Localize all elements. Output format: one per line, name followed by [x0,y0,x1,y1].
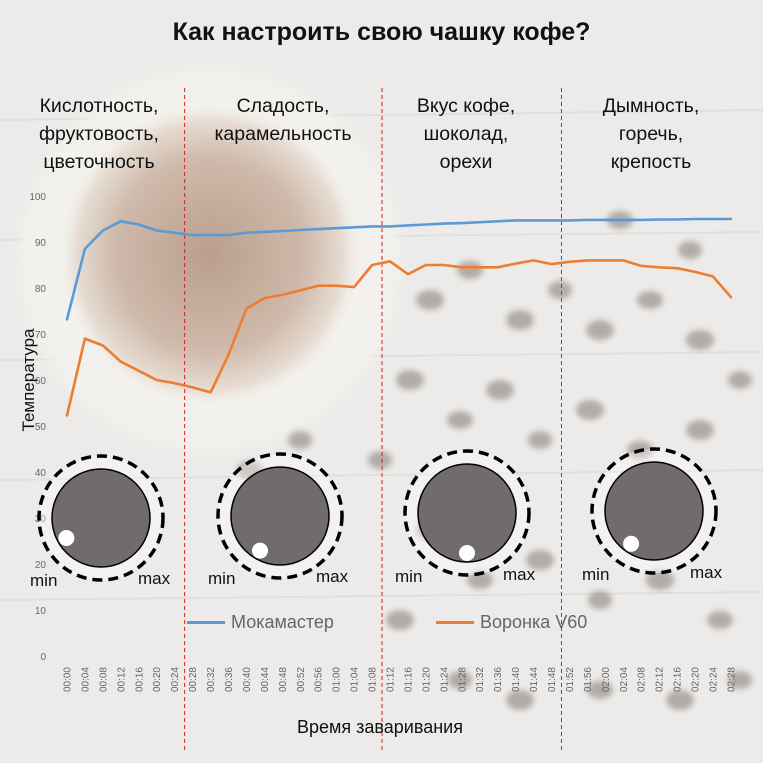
section-line: Дымность, [602,95,700,117]
y-tick-label: 10 [35,606,47,617]
x-tick-label: 00:00 [63,667,74,692]
knob-indicator-dot [252,542,268,559]
y-tick-label: 0 [40,652,46,663]
section-line: крепость [610,151,692,173]
x-tick-label: 01:08 [368,667,379,692]
x-tick-label: 00:52 [296,667,307,692]
section-line: шоколад, [423,123,509,145]
page-title: Как настроить свою чашку кофе? [172,18,591,46]
x-tick-label: 02:24 [709,667,720,692]
x-tick-label: 00:48 [278,667,289,692]
x-tick-label: 02:00 [601,667,612,692]
x-tick-label: 00:32 [206,667,217,692]
legend-label: Воронка V60 [480,611,588,632]
legend-mokamaster: Мокамастер [187,611,334,633]
x-tick-label: 01:04 [350,667,361,692]
x-tick-label: 00:08 [98,667,109,692]
x-tick-label: 00:36 [224,667,235,692]
x-tick-label: 02:08 [637,667,648,692]
x-tick-label: 02:28 [726,667,737,692]
section-line: горечь, [618,123,684,145]
section-label-sweetness: Сладость, карамельность [188,92,378,148]
x-tick-label: 00:12 [116,667,127,692]
series-line-mokamaster [65,217,733,321]
knob-dial [604,461,704,561]
y-tick-label: 90 [35,238,47,249]
knob-max-label: max [503,565,536,584]
series-line-v60 [65,259,733,417]
y-tick-label: 100 [29,192,46,203]
legend-label: Мокамастер [231,611,334,632]
x-tick-label: 01:36 [493,667,504,692]
knob-indicator-dot [623,535,640,552]
y-tick-label: 20 [35,560,47,571]
y-tick-label: 70 [35,330,47,341]
x-tick-label: 01:28 [457,667,468,692]
legend-swatch-mokamaster [187,620,225,624]
knob-dial [417,463,517,563]
x-tick-label: 01:24 [439,667,450,692]
section-line: орехи [439,151,493,173]
section-label-acidity: Кислотность, фруктовость, цветочность [4,92,194,176]
x-tick-label: 02:16 [673,667,684,692]
x-tick-label: 02:20 [691,667,702,692]
x-tick-label: 00:20 [152,667,163,692]
knob-dial [230,466,330,566]
knob-min-label: min [395,567,423,586]
x-tick-label: 01:52 [565,667,576,692]
x-tick-label: 00:24 [170,667,181,692]
x-axis-title: Время заваривания [297,717,463,737]
knob-max-label: max [316,567,349,586]
knob-min-label: min [208,569,236,588]
knob-indicator-dot [459,545,475,561]
section-line: Вкус кофе, [416,95,516,117]
x-tick-label: 00:16 [134,667,145,692]
legend-swatch-v60 [436,620,474,624]
x-tick-label: 01:00 [332,667,343,692]
x-tick-label: 01:56 [583,667,594,692]
knob-max-label: max [690,563,723,582]
section-line: цветочность [43,151,155,173]
y-tick-label: 60 [35,376,47,387]
x-tick-label: 00:40 [242,667,253,692]
x-tick-label: 01:48 [547,667,558,692]
section-label-bitterness: Дымность, горечь, крепость [556,92,746,176]
x-tick-label: 01:20 [421,667,432,692]
section-line: карамельность [214,123,352,145]
x-tick-label: 01:40 [511,667,522,692]
section-line: Кислотность, [39,95,159,117]
x-tick-label: 02:04 [619,667,630,692]
knob-dial [51,468,151,568]
legend-v60: Воронка V60 [436,611,587,633]
x-tick-label: 02:12 [655,667,666,692]
x-tick-label: 00:44 [260,667,271,692]
section-line: Сладость, [236,95,330,117]
x-tick-label: 01:16 [403,667,414,692]
x-tick-label: 01:12 [386,667,397,692]
knob-max-label: max [138,569,171,588]
x-tick-label: 00:56 [314,667,325,692]
section-label-coffee-taste: Вкус кофе, шоколад, орехи [371,92,561,176]
y-tick-label: 80 [35,284,47,295]
knob-min-label: min [582,565,610,584]
y-tick-label: 50 [35,422,47,433]
knob-min-label: min [30,571,58,590]
knob-indicator-dot [58,530,75,546]
section-line: фруктовость, [39,123,159,145]
y-tick-label: 40 [35,468,47,479]
x-tick-label: 01:32 [475,667,486,692]
x-tick-label: 00:28 [188,667,199,692]
x-tick-label: 01:44 [529,667,540,692]
x-tick-label: 00:04 [80,667,91,692]
